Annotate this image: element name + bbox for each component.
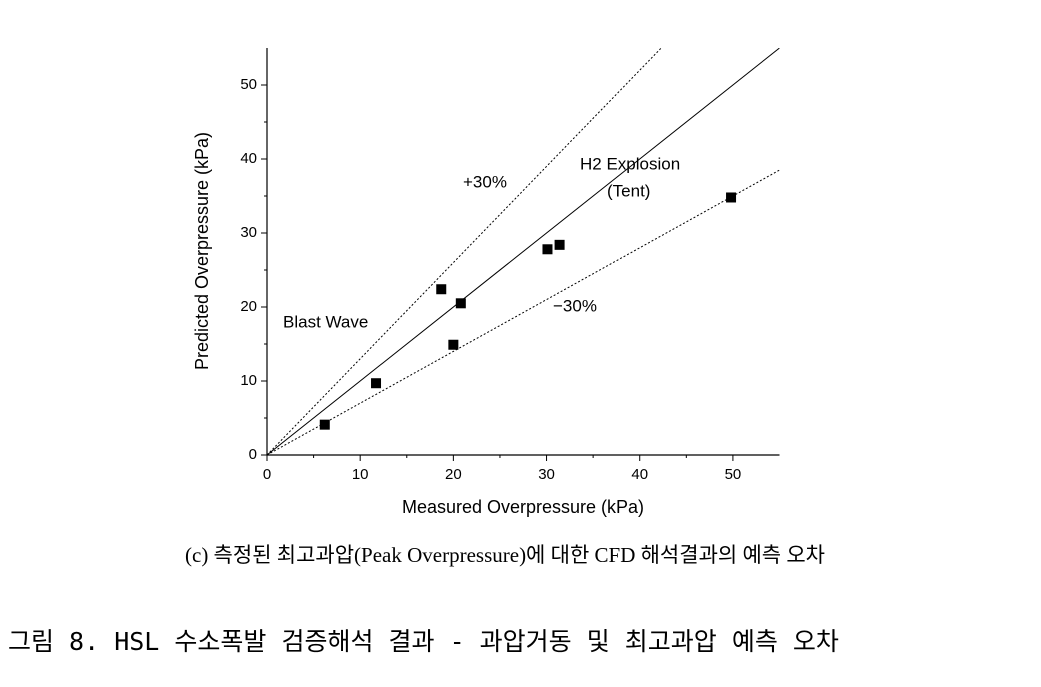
y-tick-label: 10 [240, 372, 257, 389]
point [319, 419, 330, 430]
x-tick-label: 50 [725, 466, 742, 483]
x-tick-label: 20 [445, 466, 462, 483]
point [436, 284, 447, 295]
sub-caption: (c) 측정된 최고과압(Peak Overpressure)에 대한 CFD … [185, 543, 825, 567]
y-tick-label: 50 [240, 76, 257, 93]
x-tick-label: 40 [631, 466, 648, 483]
reference-line [267, 48, 662, 455]
point [542, 244, 553, 255]
x-axis-title: Measured Overpressure (kPa) [402, 497, 644, 517]
reference-line [267, 48, 780, 455]
x-tick-label: 0 [263, 466, 271, 483]
y-tick-label: 40 [240, 150, 257, 167]
x-tick-label: 10 [352, 466, 369, 483]
annotation: −30% [553, 296, 597, 315]
annotation: Blast Wave [283, 312, 368, 331]
point [455, 298, 466, 309]
y-tick-label: 0 [249, 446, 257, 463]
y-tick-label: 30 [240, 224, 257, 241]
annotation: +30% [463, 172, 507, 191]
figure-caption: 그림 8. HSL 수소폭발 검증해석 결과 - 과압거동 및 최고과압 예측 … [8, 627, 839, 656]
x-tick-label: 30 [538, 466, 555, 483]
y-tick-label: 20 [240, 298, 257, 315]
point [371, 378, 382, 389]
point [554, 239, 565, 250]
y-axis-title: Predicted Overpressure (kPa) [192, 132, 212, 370]
annotation: (Tent) [607, 181, 650, 200]
point [448, 339, 459, 350]
reference-line [267, 169, 780, 455]
annotation: H2 Explosion [580, 154, 680, 173]
point [726, 192, 737, 203]
